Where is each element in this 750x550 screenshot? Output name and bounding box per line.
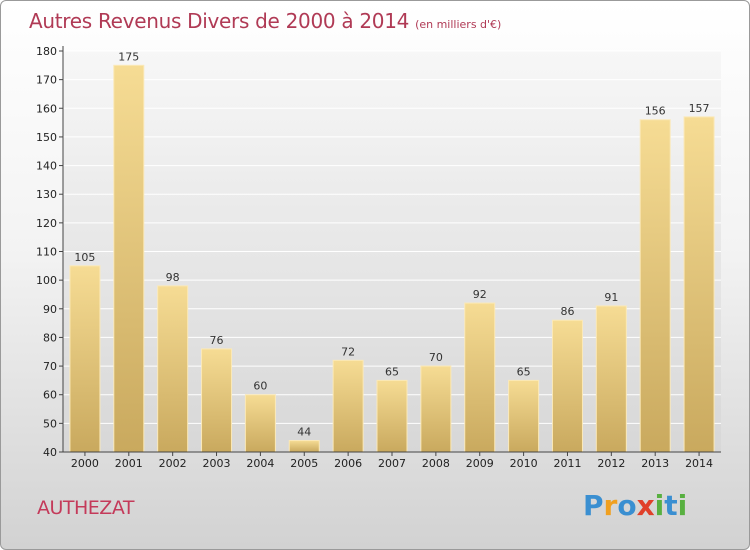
bar-value-label: 65 [517,365,531,378]
bar-value-label: 98 [166,271,180,284]
x-tick-label: 2013 [641,457,669,470]
x-tick-label: 2012 [597,457,625,470]
bar-value-label: 91 [604,291,618,304]
bar [332,359,364,453]
bar-value-label: 105 [74,251,95,264]
labels-group: 40 50 60 70 80 90 100 110 120 130 140 150 160 170 180 1… [36,45,713,470]
bar-value-label: 86 [560,305,574,318]
x-tick-label: 2014 [685,457,713,470]
y-tick-label: 180 [36,45,57,58]
bar [201,348,233,453]
y-tick-label: 60 [43,389,57,402]
bar-value-label: 175 [118,50,139,63]
bar [595,305,627,453]
logo-letter: i [677,489,688,522]
x-tick-label: 2011 [553,457,581,470]
bar-value-label: 70 [429,351,443,364]
proxiti-logo: Proxiti [583,489,687,522]
x-tick-label: 2002 [159,457,187,470]
bar [113,64,145,453]
bar [639,119,671,453]
logo-letter: x [636,489,655,522]
x-tick-label: 2000 [71,457,99,470]
bars-group [69,64,715,453]
bar-value-label: 72 [341,345,355,358]
y-tick-label: 140 [36,160,57,173]
y-tick-label: 150 [36,131,57,144]
y-tick-label: 110 [36,246,57,259]
x-tick-label: 2005 [290,457,318,470]
bar [157,285,189,453]
bar-value-label: 92 [473,288,487,301]
x-tick-label: 2009 [466,457,494,470]
bar-value-label: 157 [689,102,710,115]
bar-value-label: 76 [210,334,224,347]
y-tick-label: 130 [36,188,57,201]
bar [508,379,540,453]
bar-value-label: 60 [253,380,267,393]
y-tick-label: 100 [36,274,57,287]
x-tick-label: 2010 [510,457,538,470]
x-tick-label: 2006 [334,457,362,470]
chart-subtitle: (en milliers d'€) [415,18,502,31]
y-tick-label: 120 [36,217,57,230]
logo-letter: i [654,489,665,522]
bar-value-label: 65 [385,365,399,378]
logo-letter: o [617,489,637,522]
logo-letter: r [603,489,618,522]
bar [683,116,715,453]
bar [69,265,101,453]
logo-letter: t [664,489,678,522]
y-tick-label: 170 [36,74,57,87]
bar [288,440,320,453]
bar [551,319,583,453]
bar-value-label: 44 [297,426,311,439]
bar [244,394,276,453]
logo-letter: P [583,489,604,522]
x-tick-label: 2004 [246,457,274,470]
y-tick-label: 80 [43,331,57,344]
x-tick-label: 2008 [422,457,450,470]
x-tick-label: 2007 [378,457,406,470]
bar-value-label: 156 [645,105,666,118]
y-tick-label: 50 [43,417,57,430]
axes-group [59,46,721,456]
chart-title: Autres Revenus Divers de 2000 à 2014 (en … [29,9,501,33]
x-tick-label: 2001 [115,457,143,470]
y-tick-label: 70 [43,360,57,373]
bar [464,302,496,453]
y-tick-label: 160 [36,102,57,115]
chart-title-text: Autres Revenus Divers de 2000 à 2014 [29,9,410,33]
town-name: AUTHEZAT [37,497,134,519]
x-tick-label: 2003 [203,457,231,470]
bar [376,379,408,453]
y-tick-label: 90 [43,303,57,316]
y-tick-label: 40 [43,446,57,459]
bar [420,365,452,453]
